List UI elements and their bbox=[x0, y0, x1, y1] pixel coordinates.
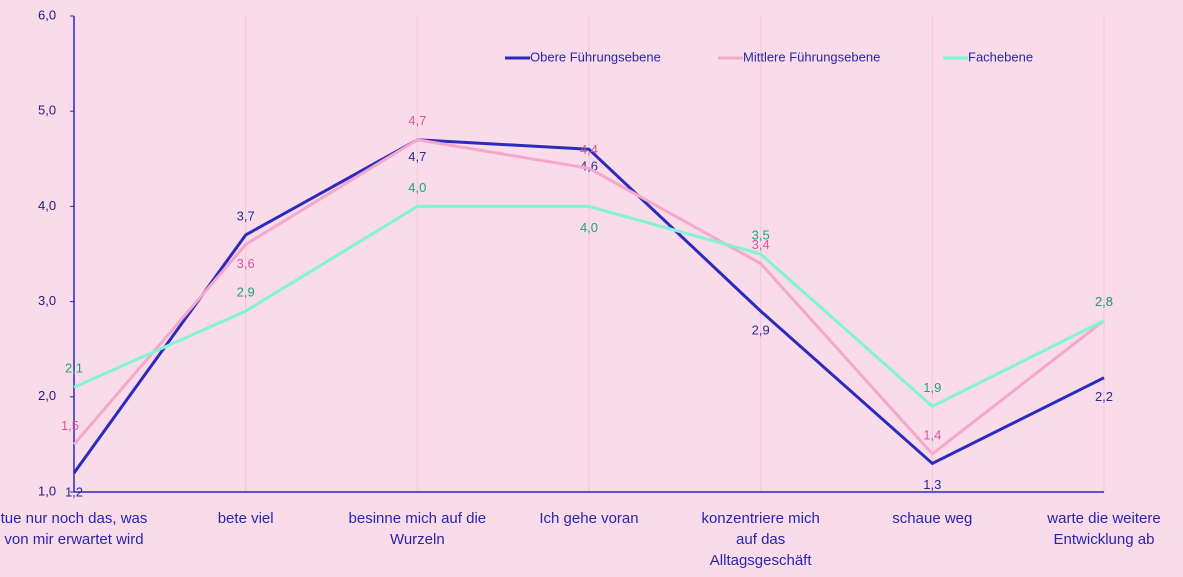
y-tick-label: 6,0 bbox=[38, 7, 56, 22]
data-label: 1,2 bbox=[65, 484, 83, 499]
data-label: 3,4 bbox=[752, 237, 770, 252]
data-label: 2,9 bbox=[237, 285, 255, 300]
data-label: 3,5 bbox=[752, 227, 770, 242]
y-tick-label: 5,0 bbox=[38, 103, 56, 118]
data-label: 4,7 bbox=[408, 149, 426, 164]
series-line bbox=[73, 204, 1105, 408]
y-tick-label: 3,0 bbox=[38, 293, 56, 308]
y-tick-label: 1,0 bbox=[38, 483, 56, 498]
data-label: 2,9 bbox=[752, 323, 770, 338]
x-tick-label: schaue weg bbox=[892, 510, 973, 527]
x-tick-label: Ich gehe voran bbox=[539, 510, 639, 527]
data-label: 1,5 bbox=[61, 418, 79, 433]
x-tick-label: besinne mich auf die Wurzeln bbox=[348, 510, 487, 548]
data-label: 4,7 bbox=[408, 113, 426, 128]
data-label: 2,1 bbox=[65, 361, 83, 376]
data-label: 1,3 bbox=[923, 477, 941, 492]
data-label: 4,0 bbox=[408, 180, 426, 195]
data-label: 4,0 bbox=[580, 220, 598, 235]
series-line bbox=[72, 138, 1105, 474]
data-label: 4,4 bbox=[580, 142, 598, 157]
data-label: 2,8 bbox=[1095, 294, 1113, 309]
data-label: 2,2 bbox=[1095, 389, 1113, 404]
x-tick-label: warte die weitere Entwicklung ab bbox=[1047, 510, 1161, 548]
y-tick-label: 4,0 bbox=[38, 198, 56, 213]
x-tick-label: tue nur noch das, was von mir erwartet w… bbox=[0, 510, 148, 548]
x-tick-label: konzentriere mich auf das Alltagsgeschäf… bbox=[701, 510, 820, 569]
legend-label: Obere Führungsebene bbox=[530, 49, 661, 64]
x-tick-label: bete viel bbox=[217, 510, 274, 527]
data-label: 1,9 bbox=[923, 380, 941, 395]
series-line bbox=[72, 138, 1105, 456]
legend-label: Mittlere Führungsebene bbox=[743, 49, 880, 64]
data-label: 3,6 bbox=[237, 256, 255, 271]
data-label: 2,8 bbox=[1095, 294, 1113, 309]
y-tick-label: 2,0 bbox=[38, 388, 56, 403]
legend-label: Fachebene bbox=[968, 49, 1033, 64]
data-label: 1,4 bbox=[923, 427, 941, 442]
data-label: 3,7 bbox=[237, 208, 255, 223]
